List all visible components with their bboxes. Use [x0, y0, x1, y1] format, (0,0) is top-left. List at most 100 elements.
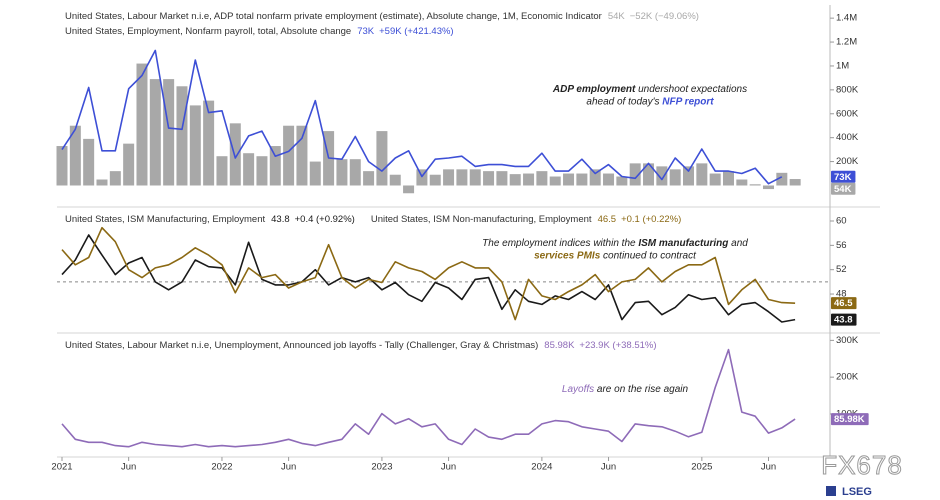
bar	[629, 163, 641, 186]
annotation-text: Layoffs	[562, 384, 594, 395]
bar	[163, 79, 175, 186]
annotation-text: are on the rise again	[594, 384, 688, 395]
bar	[363, 171, 375, 186]
bar	[136, 63, 148, 186]
bar	[469, 169, 481, 186]
bar	[349, 159, 361, 186]
bar	[762, 185, 774, 190]
value-tag-label: 43.8	[834, 315, 853, 326]
bar	[56, 146, 68, 186]
bar	[696, 163, 708, 186]
bar	[669, 169, 681, 186]
x-tick-label: Jun	[761, 462, 776, 473]
value-tag	[831, 413, 869, 426]
brand-logo	[826, 486, 836, 496]
bar	[656, 166, 668, 186]
legend-name: United States, ISM Manufacturing, Employ…	[65, 214, 265, 225]
y-tick-label: 1M	[836, 60, 849, 71]
bar	[176, 86, 188, 186]
bar	[336, 159, 348, 186]
y-tick-label: 200K	[836, 372, 859, 383]
annotation-line: ahead of today's NFP report	[586, 96, 714, 107]
annotation-line: services PMIs continued to contract	[534, 250, 697, 261]
bar	[203, 100, 215, 186]
legend-value: 73K	[357, 26, 375, 37]
value-tag	[831, 297, 857, 310]
bar	[536, 171, 548, 186]
bar	[69, 125, 81, 186]
x-tick-label: 2025	[691, 462, 712, 473]
bar	[483, 171, 495, 186]
bar	[683, 166, 695, 186]
bar	[283, 125, 295, 186]
annotation-text: NFP report	[662, 96, 714, 107]
bar	[603, 173, 615, 186]
bar	[736, 179, 748, 186]
legend-entry: United States, ISM Manufacturing, Employ…	[65, 214, 681, 225]
legend-change: +23.9K (+38.51%)	[579, 340, 656, 351]
value-tag-label: 54K	[834, 184, 852, 195]
legend-name: United States, Labour Market n.i.e, Unem…	[65, 340, 538, 351]
legend-entry: United States, Labour Market n.i.e, ADP …	[65, 11, 699, 22]
x-tick-label: Jun	[281, 462, 296, 473]
annotation-text: ADP employment	[552, 84, 636, 95]
legend-name: United States, Employment, Nonfarm payro…	[65, 26, 351, 37]
y-tick-label: 800K	[836, 84, 859, 95]
bar	[789, 179, 801, 186]
legend-name: United States, Labour Market n.i.e, ADP …	[65, 11, 602, 22]
bar	[256, 156, 268, 186]
value-tag	[831, 313, 857, 326]
bar	[776, 172, 788, 186]
legend-entry: United States, Employment, Nonfarm payro…	[65, 26, 454, 37]
legend-change: +0.4 (+0.92%)	[295, 214, 355, 225]
bar	[523, 173, 535, 186]
bar	[189, 105, 201, 186]
watermark: FX678	[821, 450, 903, 480]
y-tick-label: 48	[836, 289, 847, 300]
line	[61, 226, 796, 321]
bar	[83, 138, 95, 186]
x-tick-label: 2023	[371, 462, 392, 473]
bar	[549, 176, 561, 186]
x-tick-label: 2024	[531, 462, 552, 473]
x-tick-label: Jun	[601, 462, 616, 473]
y-tick-label: 600K	[836, 108, 859, 119]
bar	[589, 169, 601, 186]
bar	[216, 156, 228, 186]
legend-value: 54K	[608, 11, 626, 22]
bar	[576, 173, 588, 186]
annotation-line: The employment indices within the ISM ma…	[482, 238, 748, 249]
bar	[123, 143, 135, 186]
y-tick-label: 56	[836, 240, 847, 251]
legend-change: −52K (−49.06%)	[630, 11, 699, 22]
line	[61, 348, 796, 448]
bar	[616, 176, 628, 186]
bar	[309, 161, 321, 186]
bar	[296, 125, 308, 186]
annotation-text: ahead of today's	[586, 96, 662, 107]
annotation-text: The employment indices within the	[482, 238, 638, 249]
bar	[416, 169, 428, 186]
y-tick-label: 400K	[836, 132, 859, 143]
annotation-text: and	[728, 238, 748, 249]
legend-value: 46.5	[598, 214, 617, 225]
annotation-text: continued to contract	[600, 250, 697, 261]
annotation-text: undershoot expectations	[635, 84, 747, 95]
bar	[229, 123, 241, 186]
annotation-text: services PMIs	[534, 250, 601, 261]
bar	[443, 169, 455, 186]
y-tick-label: 60	[836, 216, 847, 227]
bar	[149, 79, 161, 186]
line	[61, 234, 796, 323]
annotation-line: ADP employment undershoot expectations	[552, 84, 747, 95]
value-tag-label: 46.5	[834, 298, 853, 309]
annotation: ADP employment undershoot expectationsah…	[552, 84, 747, 108]
x-tick-label: Jun	[441, 462, 456, 473]
bar	[749, 184, 761, 186]
x-tick-label: Jun	[121, 462, 136, 473]
y-tick-label: 200K	[836, 156, 859, 167]
value-tag	[831, 182, 856, 195]
bar	[109, 171, 121, 186]
bar	[563, 173, 575, 186]
